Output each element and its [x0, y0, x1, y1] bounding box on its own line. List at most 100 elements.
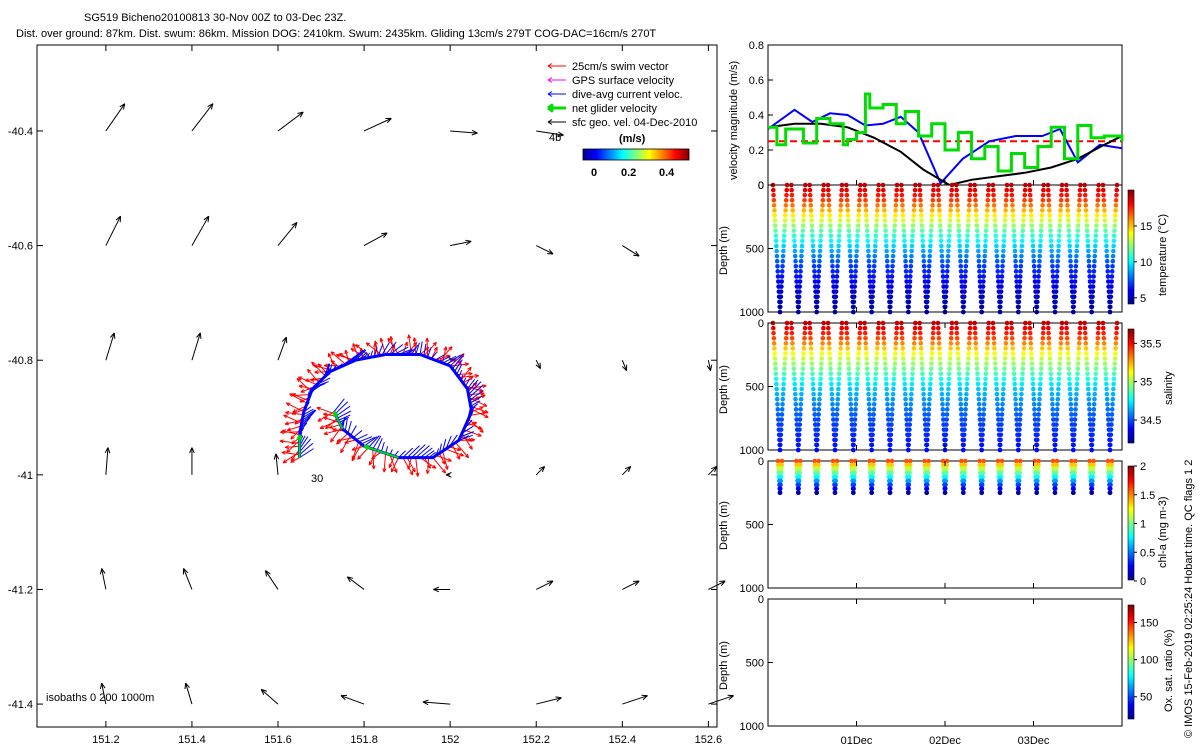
dive-11-pt-7-up: [984, 356, 990, 361]
dive-16-pt-12-down: [1067, 381, 1072, 387]
swim-vector-117-head: [340, 448, 345, 454]
dive-18-pt-22-up: [1108, 432, 1114, 438]
velocity-ytick-label-3: 0.6: [749, 75, 764, 87]
dive-12-pt-22-up: [998, 432, 1004, 438]
sfc-vector-5-head: [557, 131, 564, 138]
dive-10-pt-6-up: [966, 351, 971, 356]
chl-colorbar: [1127, 465, 1135, 581]
dive-2-pt-21-up: [815, 289, 821, 294]
dive-11-pt-7-up: [984, 218, 990, 223]
dive-16-pt-15-down: [1068, 258, 1073, 264]
dive-1-pt-0-down: [789, 320, 794, 326]
dive-11-pt-16-down: [976, 401, 982, 407]
dive-0-pt-11-up: [781, 376, 787, 382]
dive-5-pt-4-down: [863, 341, 869, 346]
dive-3-pt-18-up: [834, 274, 840, 279]
dive-9-pt-7-up: [947, 356, 953, 361]
dive-15-pt-1-up: [1054, 462, 1060, 468]
dive-3-pt-8-down: [827, 223, 833, 228]
dive-14-pt-14-down: [1031, 391, 1036, 397]
dive-7-pt-1-up: [907, 462, 913, 468]
dive-6-pt-0-up: [894, 182, 900, 188]
dive-15-pt-5-up: [1058, 208, 1063, 213]
dive-16-pt-6-down: [1065, 213, 1071, 218]
dive-18-pt-15-down: [1104, 258, 1110, 264]
dive-0-pt-24-up: [777, 304, 783, 310]
dive-0-pt-7-down: [772, 218, 778, 223]
dive-6-pt-9-down: [883, 366, 888, 372]
dive-11-pt-10-down: [975, 371, 980, 377]
dive-12-pt-19-down: [996, 279, 1001, 284]
dive-0-pt-5-up: [783, 346, 788, 351]
dive-4-pt-20-up: [852, 422, 858, 427]
swim-vector-122: [329, 424, 341, 429]
swim-vector-44-head: [355, 344, 360, 349]
dive-6-pt-3-down: [881, 335, 887, 341]
dive-15-pt-0-down: [1045, 182, 1051, 188]
dive-6-pt-7-down: [882, 356, 888, 361]
dive-17-pt-12-down: [1085, 381, 1091, 387]
dive-17-pt-15-down: [1086, 396, 1092, 402]
swim-vector-81: [469, 412, 486, 416]
net-vector-2: [333, 411, 344, 430]
dive-3-pt-3-up: [833, 470, 839, 476]
dive-4-pt-9-down: [846, 228, 852, 234]
dive-13-pt-23-up: [1016, 299, 1022, 305]
swim-vector-84-head: [472, 421, 478, 426]
dive-10-pt-1-up: [967, 187, 973, 193]
dive-8-pt-7-up: [929, 356, 935, 361]
dive-11-pt-1-down: [972, 187, 978, 193]
dive-15-pt-1-down: [1045, 325, 1051, 331]
dive-12-pt-19-down: [996, 417, 1001, 422]
dive-17-pt-12-down: [1085, 243, 1091, 249]
dive-5-pt-16-up: [871, 401, 877, 407]
dac-vector-64: [449, 353, 464, 367]
dive-2-pt-8-up: [819, 361, 824, 366]
dac-vector-49: [389, 344, 404, 355]
dive-16-pt-5-up: [1071, 478, 1077, 484]
dive-4-pt-10-up: [855, 371, 860, 377]
dive-10-pt-16-up: [963, 401, 969, 407]
dive-4-pt-7-up: [856, 356, 861, 361]
map-colorbar-label: (m/s): [619, 133, 646, 145]
dive-12-pt-5-up: [998, 478, 1004, 484]
dive-12-pt-2-up: [1004, 192, 1009, 198]
swim-vector-37: [330, 351, 347, 365]
dive-2-pt-17-up: [816, 269, 822, 274]
dive-8-pt-2-up: [930, 330, 936, 336]
dive-10-pt-19-up: [962, 417, 968, 422]
dive-11-pt-6-up: [984, 351, 990, 356]
swim-vector-112: [351, 445, 365, 451]
dive-2-pt-16-down: [811, 263, 817, 269]
net-vector-1-head: [363, 444, 370, 451]
dive-18-pt-7-up: [1107, 486, 1113, 492]
dive-1-pt-19-down: [794, 417, 799, 422]
dive-14-pt-7-down: [1029, 218, 1034, 223]
dive-18-pt-12-down: [1104, 381, 1109, 387]
dive-17-pt-3-up: [1090, 470, 1096, 476]
dive-12-pt-21-up: [998, 289, 1004, 294]
dive-9-pt-13-down: [939, 248, 944, 254]
dive-4-pt-20-up: [852, 284, 858, 289]
dive-18-pt-9-down: [1103, 228, 1108, 234]
swim-vector-90-head: [456, 455, 461, 460]
dive-5-pt-13-down: [866, 248, 871, 254]
dive-13-pt-14-up: [1019, 253, 1024, 259]
dive-10-pt-15-down: [958, 396, 963, 402]
dive-0-pt-8-down: [772, 223, 778, 228]
chl-panel-ytick-label-2: 1000: [740, 583, 764, 595]
dive-17-pt-1-down: [1082, 187, 1088, 193]
dive-15-pt-8-up: [1052, 490, 1058, 496]
dive-15-pt-4-up: [1058, 203, 1064, 208]
dive-9-pt-15-down: [939, 396, 945, 402]
dive-1-pt-13-up: [799, 248, 804, 254]
dive-8-pt-20-up: [925, 284, 931, 289]
dive-0-pt-14-up: [780, 253, 786, 259]
dive-18-pt-15-up: [1110, 396, 1116, 402]
dive-18-pt-1-up: [1114, 187, 1120, 193]
swim-vector-109-head: [368, 461, 373, 466]
dive-5-pt-1-down: [867, 462, 873, 468]
dive-4-pt-19-up: [852, 417, 858, 422]
dive-4-pt-5-up: [856, 208, 862, 213]
dive-6-pt-16-up: [890, 401, 895, 407]
